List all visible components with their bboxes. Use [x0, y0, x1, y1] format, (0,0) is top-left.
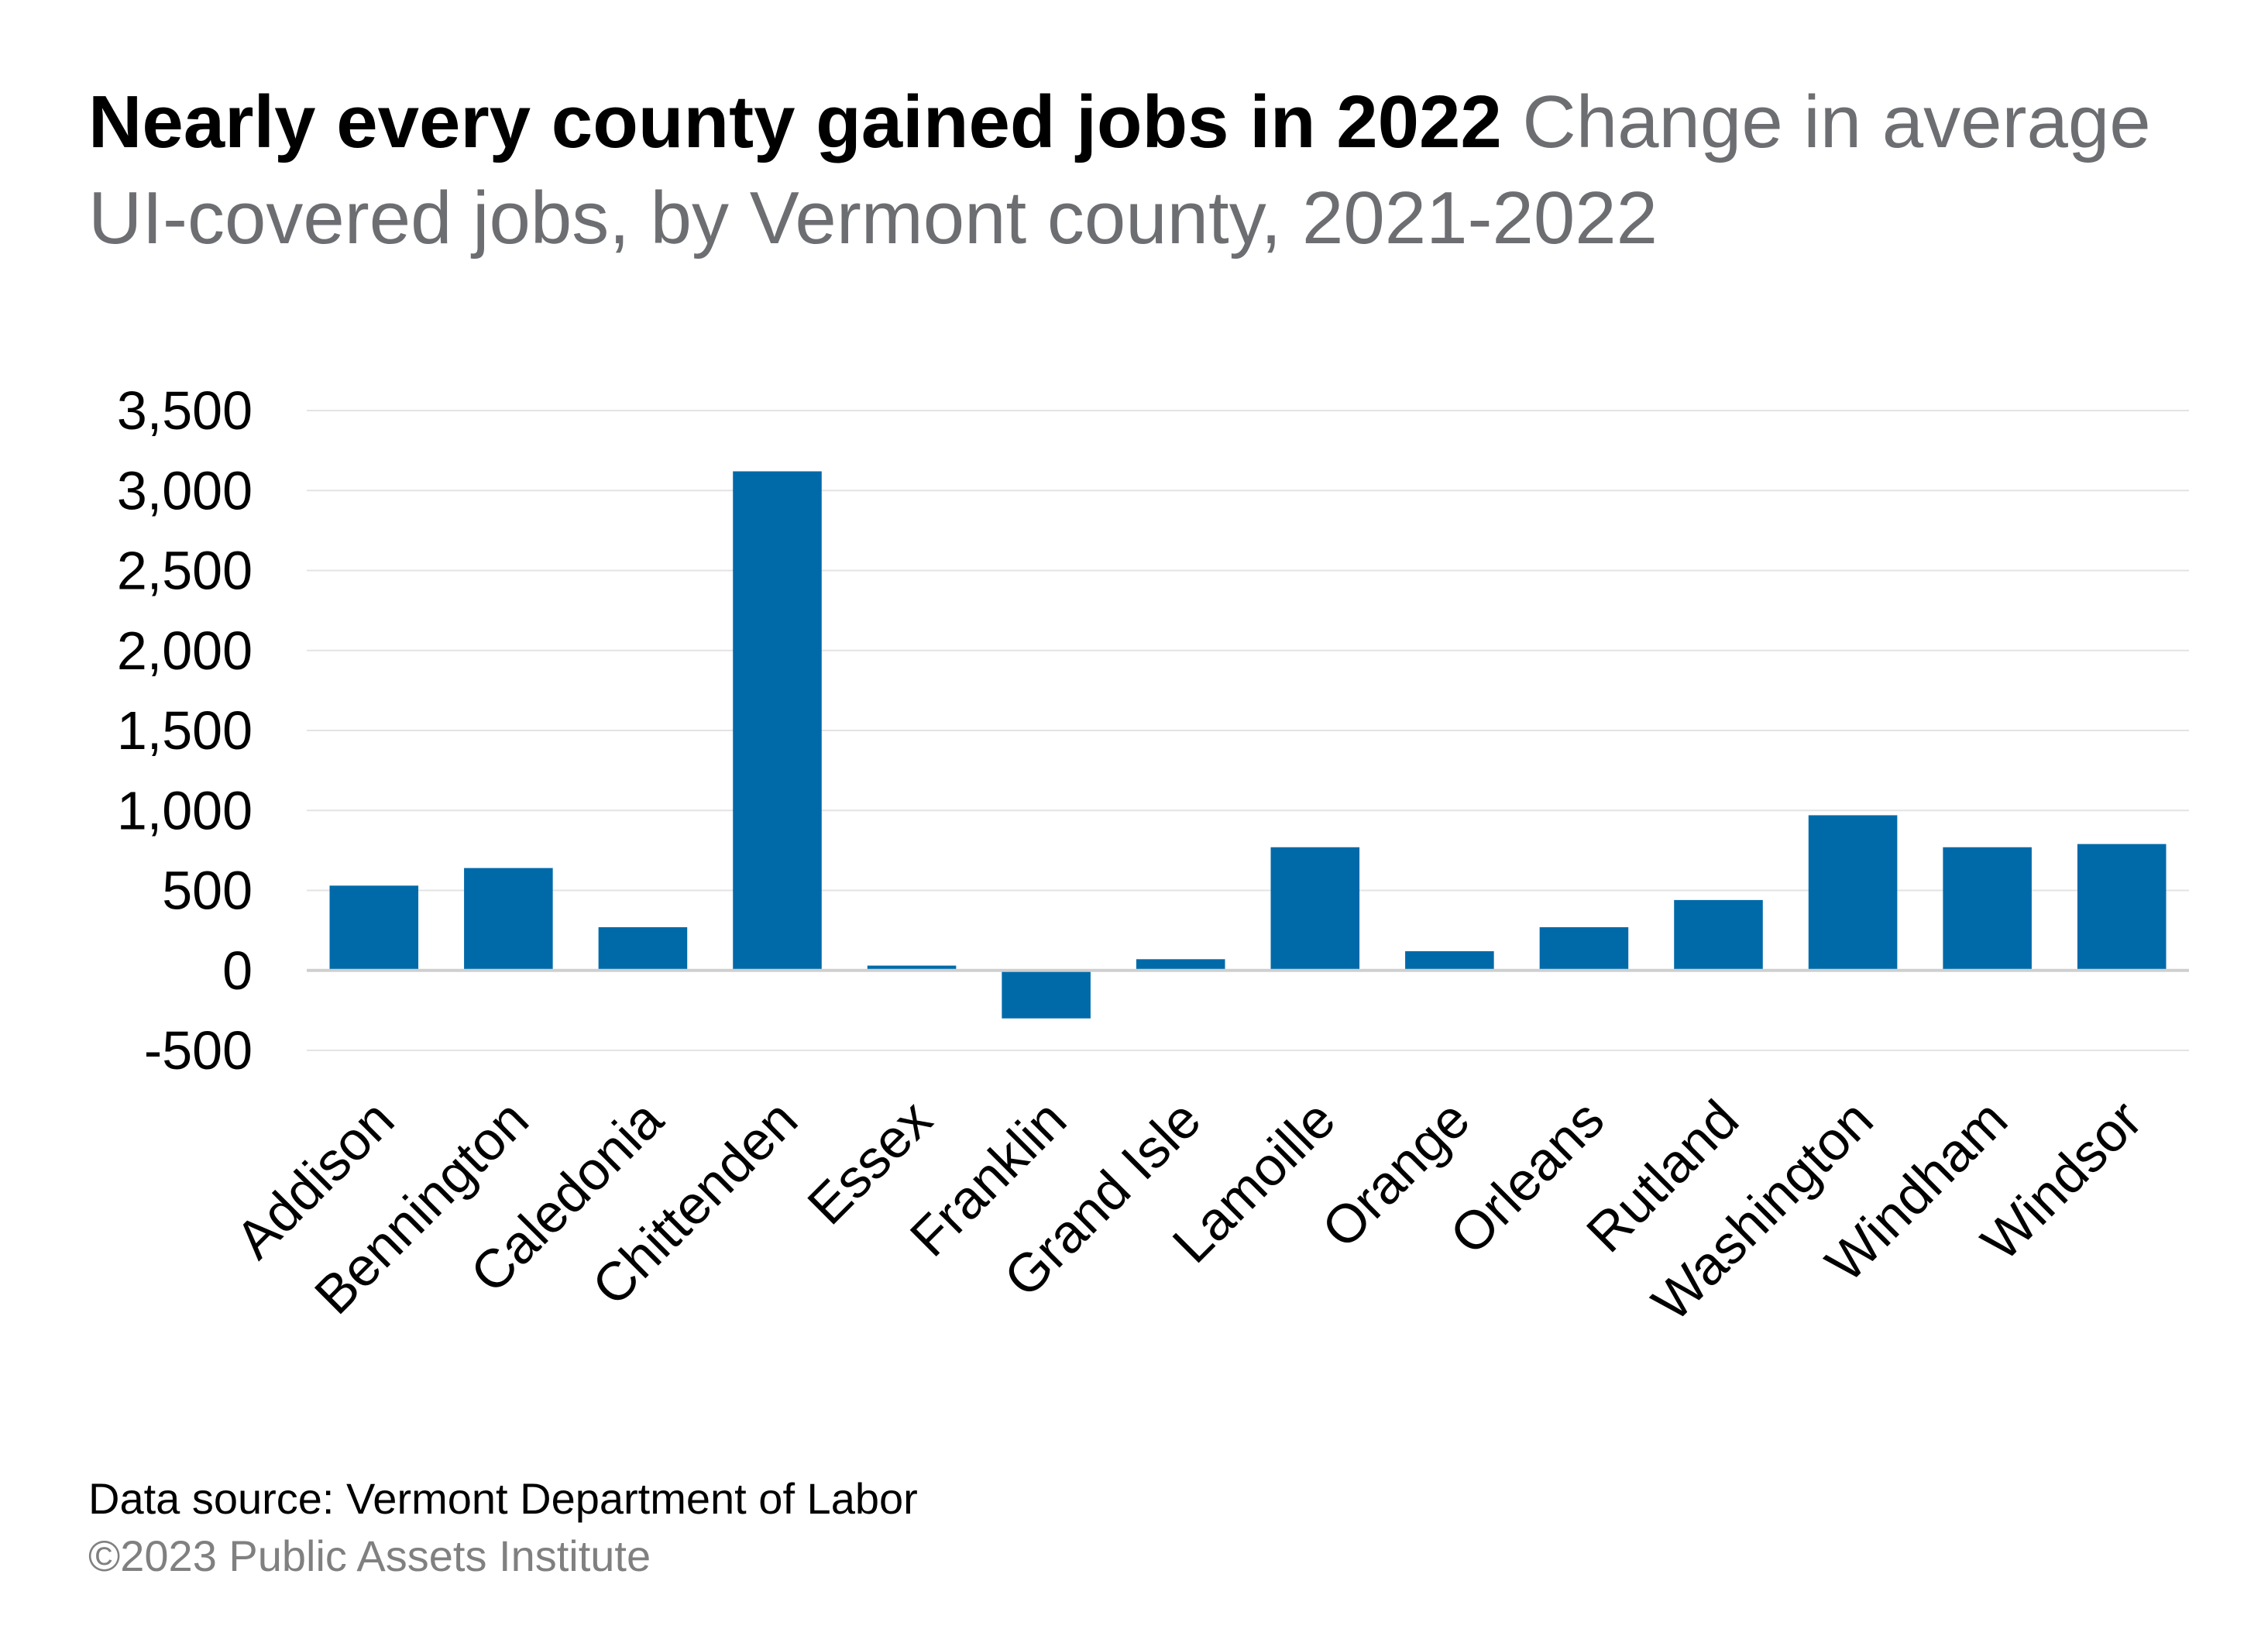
y-axis-tick-labels: -500 0 500 1,000 1,500 2,000 2,500 3,000 3,500 — [117, 380, 253, 1081]
bar-franklin — [1002, 970, 1091, 1019]
bar-bennington — [464, 868, 553, 971]
bar-orange — [1405, 950, 1494, 971]
y-tick-label: 2,000 — [117, 620, 253, 681]
y-tick-label: 500 — [162, 861, 253, 921]
copyright-note: ©2023 Public Assets Institute — [88, 1531, 651, 1580]
bar-caledonia — [598, 926, 688, 971]
data-source-note: Data source: Vermont Department of Labor — [88, 1474, 918, 1523]
bar-chittenden — [733, 471, 822, 971]
bar-windham — [1943, 847, 2032, 971]
y-tick-label: 0 — [222, 940, 253, 1001]
x-tick-label: Orleans — [1438, 1088, 1615, 1265]
chart-title: Nearly every county gained jobs in 2022 — [88, 81, 1502, 163]
y-tick-label: 1,500 — [117, 700, 253, 761]
bar-chart: -500 0 500 1,000 1,500 2,000 2,500 3,000 3,500 A… — [117, 380, 2189, 1332]
chart-subtitle: Change in average UI-covered jobs, by Ve… — [88, 81, 2151, 259]
x-axis-tick-labels: AddisonBenningtonCaledoniaChittendenEsse… — [224, 1088, 2153, 1332]
bar-essex — [867, 965, 957, 971]
chart-heading: Nearly every county gained jobs in 2022 … — [88, 74, 2211, 266]
gridlines — [307, 410, 2189, 1051]
bar-grand-isle — [1136, 959, 1225, 971]
bars — [329, 471, 2167, 1019]
bar-washington — [1808, 815, 1898, 971]
bar-lamoille — [1270, 847, 1360, 971]
y-tick-label: 3,500 — [117, 380, 253, 441]
y-tick-label: -500 — [144, 1020, 253, 1081]
bar-rutland — [1674, 899, 1763, 971]
y-tick-label: 3,000 — [117, 460, 253, 521]
bar-addison — [329, 885, 419, 971]
y-tick-label: 1,000 — [117, 780, 253, 840]
bar-windsor — [2077, 844, 2167, 971]
y-tick-label: 2,500 — [117, 541, 253, 601]
bar-orleans — [1539, 926, 1629, 971]
